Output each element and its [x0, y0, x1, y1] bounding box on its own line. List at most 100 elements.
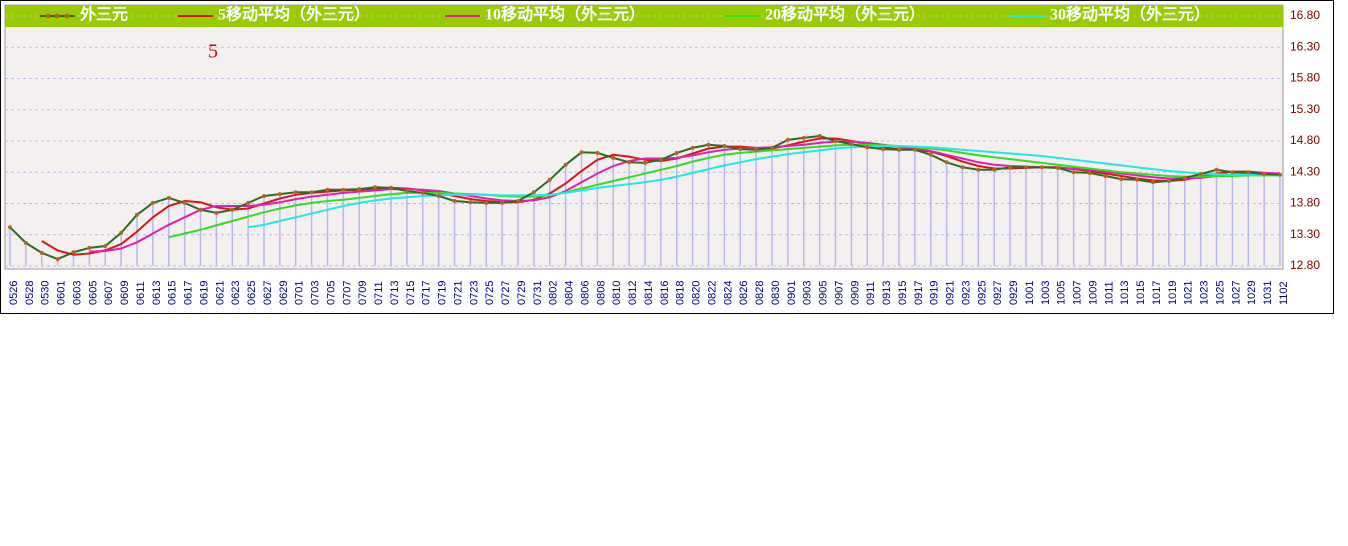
x-tick-label: 1019: [1167, 281, 1179, 305]
x-tick-label: 1005: [1056, 281, 1068, 305]
point: [1024, 165, 1028, 170]
x-tick-label: 0619: [198, 281, 210, 305]
x-tick-label: 0802: [548, 281, 560, 305]
x-tick-label: 0703: [310, 281, 322, 305]
point: [1008, 165, 1013, 170]
x-tick-label: 1031: [1262, 281, 1274, 305]
x-tick-label: 0611: [135, 281, 147, 305]
point: [690, 145, 695, 150]
y-tick-label: 16.80: [1290, 8, 1320, 22]
point: [1039, 165, 1044, 170]
point: [246, 200, 251, 205]
point: [928, 152, 933, 157]
x-tick-label: 0615: [167, 281, 179, 305]
x-tick-label: 0911: [865, 281, 877, 305]
point: [881, 147, 886, 152]
x-tick-label: 0929: [1008, 281, 1020, 305]
point: [135, 212, 139, 217]
point: [1055, 165, 1060, 170]
point: [214, 210, 219, 215]
x-tick-label: 0919: [929, 281, 941, 305]
legend-marker: [54, 13, 60, 19]
point: [1278, 172, 1282, 177]
x-tick-label: 0713: [389, 281, 401, 305]
x-tick-label: 0901: [786, 281, 798, 305]
point: [817, 134, 822, 138]
x-tick-label: 0913: [881, 281, 893, 305]
point: [643, 160, 647, 165]
legend-label: 外三元: [79, 5, 128, 24]
point: [293, 190, 298, 195]
point: [420, 190, 425, 195]
x-tick-label: 0627: [262, 281, 274, 305]
y-tick-label: 15.80: [1290, 71, 1320, 85]
x-tick-label: 0806: [579, 281, 591, 305]
x-tick-label: 1029: [1246, 281, 1258, 305]
point: [897, 147, 901, 152]
point: [754, 147, 759, 152]
point: [547, 177, 552, 182]
x-tick-label: 0603: [71, 281, 83, 305]
point: [579, 150, 584, 155]
point: [357, 187, 362, 192]
point: [738, 147, 743, 152]
point: [325, 187, 330, 192]
x-tick-label: 0526: [8, 281, 20, 305]
y-tick-label: 15.30: [1290, 102, 1320, 116]
point: [500, 200, 505, 205]
x-tick-label: 0725: [484, 281, 496, 305]
point: [1071, 170, 1076, 175]
x-tick-label: 1009: [1087, 281, 1099, 305]
x-tick-label: 1023: [1199, 281, 1211, 305]
x-tick-label: 1015: [1135, 281, 1147, 305]
point: [658, 157, 663, 162]
point: [1198, 172, 1203, 177]
point: [865, 145, 870, 150]
x-tick-label: 0917: [913, 281, 925, 305]
x-tick-label: 0707: [341, 281, 353, 305]
point: [516, 199, 520, 203]
y-tick-label: 14.30: [1290, 164, 1320, 178]
legend-marker: [64, 13, 70, 19]
point: [452, 199, 457, 203]
x-tick-label: 1003: [1040, 281, 1052, 305]
plot-area: [4, 4, 1284, 270]
x-tick-label: 0623: [230, 281, 242, 305]
point: [436, 194, 441, 198]
x-tick-label: 0609: [119, 281, 131, 305]
point: [674, 150, 679, 155]
point: [627, 160, 632, 165]
x-tick-label: 0812: [627, 281, 639, 305]
point: [277, 192, 282, 197]
x-tick-label: 0820: [691, 281, 703, 305]
x-tick-label: 0711: [373, 281, 385, 305]
x-tick-label: 0715: [405, 281, 417, 305]
legend-label: 30移动平均（外三元）: [1050, 5, 1210, 24]
point: [976, 167, 981, 172]
x-tick-label: 1102: [1278, 281, 1290, 305]
point: [944, 160, 949, 165]
point: [785, 137, 790, 142]
x-tick-label: 0607: [103, 281, 115, 305]
x-tick-label: 0719: [437, 281, 449, 305]
point: [87, 245, 92, 250]
point: [309, 190, 314, 195]
point: [849, 142, 854, 147]
point: [1246, 170, 1251, 175]
x-tick-label: 1013: [1119, 281, 1131, 305]
point: [1230, 170, 1235, 175]
legend-marker: [45, 13, 51, 19]
point: [198, 207, 203, 212]
point: [8, 225, 12, 230]
y-tick-label: 13.30: [1290, 227, 1320, 241]
point: [389, 185, 393, 190]
y-tick-label: 14.80: [1290, 133, 1320, 147]
x-tick-label: 0601: [56, 281, 68, 305]
point: [55, 257, 60, 262]
x-tick-label: 0810: [611, 281, 623, 305]
y-tick-label: 12.80: [1290, 258, 1320, 272]
series-line: [168, 143, 1280, 239]
point: [103, 244, 108, 248]
x-tick-label: 0729: [516, 281, 528, 305]
